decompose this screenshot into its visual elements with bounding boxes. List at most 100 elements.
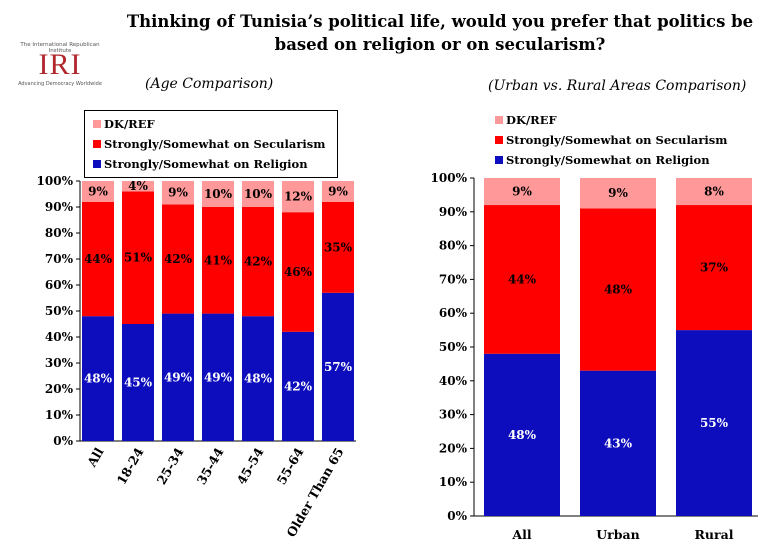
- left-data-label: 42%: [164, 252, 193, 266]
- left-legend-item-secularism: Strongly/Somewhat on Secularism: [93, 137, 325, 151]
- left-y-tick-label: 0%: [53, 434, 73, 448]
- left-bar-religion: [242, 316, 274, 441]
- right-y-tick-label: 50%: [439, 340, 468, 354]
- left-bar-dkref: [322, 181, 354, 202]
- left-data-label: 9%: [328, 184, 348, 198]
- left-y-tick-label: 10%: [45, 408, 74, 422]
- legend-label: Strongly/Somewhat on Secularism: [506, 133, 728, 147]
- left-bar-religion: [122, 324, 154, 441]
- left-data-label: 41%: [204, 253, 233, 267]
- right-y-tick-label: 60%: [439, 306, 468, 320]
- right-bar-religion: [580, 370, 656, 516]
- legend-swatch-religion: [93, 160, 101, 168]
- right-legend-item-dkref: DK/REF: [495, 113, 557, 127]
- right-data-label: 9%: [608, 186, 628, 200]
- left-legend-item-dkref: DK/REF: [93, 117, 155, 131]
- left-data-label: 10%: [244, 187, 273, 201]
- left-data-label: 12%: [284, 190, 313, 204]
- left-data-label: 57%: [324, 360, 353, 374]
- right-y-tick-label: 0%: [447, 509, 467, 523]
- left-y-tick-label: 40%: [45, 330, 74, 344]
- left-data-label: 9%: [88, 184, 108, 198]
- right-bar-religion: [484, 353, 560, 516]
- right-data-label: 9%: [512, 185, 532, 199]
- left-y-tick-label: 60%: [45, 278, 74, 292]
- left-bar-secularism: [322, 201, 354, 293]
- right-legend-item-secularism: Strongly/Somewhat on Secularism: [495, 133, 727, 147]
- legend-swatch-religion: [495, 156, 503, 164]
- left-y-tick-label: 100%: [37, 174, 74, 188]
- left-category-label: 25-34: [154, 445, 187, 487]
- right-legend-item-religion: Strongly/Somewhat on Religion: [495, 153, 710, 167]
- logo-tagline: Advancing Democracy Worldwide: [18, 81, 102, 87]
- right-bar-secularism: [580, 208, 656, 371]
- chart-title: Thinking of Tunisia’s political life, wo…: [120, 10, 760, 56]
- right-data-label: 44%: [508, 272, 537, 286]
- left-category-label: 35-44: [194, 445, 227, 487]
- right-y-tick-label: 90%: [439, 205, 468, 219]
- iri-logo: The International Republican Institute I…: [10, 42, 110, 92]
- left-bar-religion: [82, 316, 114, 441]
- left-bar-dkref: [282, 181, 314, 213]
- left-bar-secularism: [242, 207, 274, 317]
- left-category-label: 45-54: [234, 445, 267, 487]
- left-bar-dkref: [162, 181, 194, 205]
- left-bar-secularism: [122, 191, 154, 324]
- left-y-tick-label: 80%: [45, 226, 74, 240]
- title-line-1: Thinking of Tunisia’s political life, wo…: [126, 12, 754, 31]
- left-data-label: 51%: [124, 251, 153, 265]
- left-y-tick-label: 50%: [45, 304, 74, 318]
- right-y-tick-label: 80%: [439, 239, 468, 253]
- legend-swatch-dkref: [93, 120, 101, 128]
- right-data-label: 55%: [700, 416, 729, 430]
- logo-org-line: The International Republican Institute: [20, 42, 100, 54]
- left-data-label: 35%: [324, 240, 353, 254]
- left-data-label: 44%: [84, 252, 113, 266]
- left-bar-dkref: [202, 181, 234, 207]
- right-y-tick-label: 40%: [439, 374, 468, 388]
- right-bar-dkref: [580, 178, 656, 209]
- left-legend: DK/REF Strongly/Somewhat on Secularism S…: [84, 110, 338, 178]
- left-category-label: All: [84, 445, 107, 470]
- left-bar-dkref: [242, 181, 274, 207]
- right-category-label: All: [511, 527, 531, 542]
- left-bar-secularism: [202, 207, 234, 314]
- right-y-tick-label: 20%: [439, 441, 468, 455]
- left-bar-secularism: [82, 201, 114, 317]
- right-data-label: 48%: [508, 428, 537, 442]
- left-bar-secularism: [282, 212, 314, 332]
- right-bar-secularism: [484, 205, 560, 354]
- legend-label: Strongly/Somewhat on Religion: [506, 153, 710, 167]
- left-bar-dkref: [82, 181, 114, 202]
- legend-label: DK/REF: [104, 117, 155, 131]
- left-data-label: 46%: [284, 265, 313, 279]
- right-data-label: 37%: [700, 261, 729, 275]
- left-data-label: 49%: [204, 370, 233, 384]
- right-bar-secularism: [676, 205, 752, 331]
- right-bar-dkref: [676, 178, 752, 206]
- right-chart-subtitle: (Urban vs. Rural Areas Comparison): [488, 78, 747, 94]
- right-y-tick-label: 100%: [431, 171, 468, 185]
- logo-wordmark: IRI: [38, 48, 82, 81]
- left-data-label: 10%: [204, 187, 233, 201]
- legend-label: DK/REF: [506, 113, 557, 127]
- right-data-label: 43%: [604, 436, 633, 450]
- left-data-label: 45%: [124, 376, 153, 390]
- left-y-tick-label: 90%: [45, 200, 74, 214]
- left-bar-religion: [162, 313, 194, 441]
- left-data-label: 42%: [244, 255, 273, 269]
- left-data-label: 42%: [284, 379, 313, 393]
- left-chart-subtitle: (Age Comparison): [145, 76, 274, 92]
- left-bar-dkref: [122, 181, 154, 192]
- left-bar-secularism: [162, 204, 194, 314]
- legend-swatch-secularism: [495, 136, 503, 144]
- left-data-label: 9%: [168, 186, 188, 200]
- left-data-label: 49%: [164, 370, 193, 384]
- left-bar-religion: [202, 313, 234, 441]
- legend-swatch-secularism: [93, 140, 101, 148]
- left-y-tick-label: 70%: [45, 252, 74, 266]
- right-bar-dkref: [484, 178, 560, 206]
- title-line-2: based on religion or on secularism?: [274, 35, 606, 54]
- right-bar-religion: [676, 330, 752, 516]
- left-data-label: 48%: [84, 372, 113, 386]
